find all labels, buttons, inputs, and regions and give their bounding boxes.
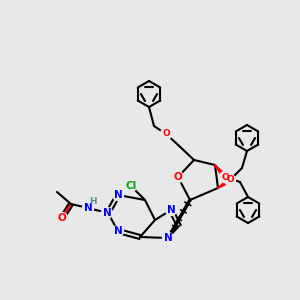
Text: N: N [114, 226, 122, 236]
Circle shape [160, 128, 172, 140]
Text: O: O [174, 172, 182, 182]
Circle shape [224, 175, 236, 185]
Text: H: H [89, 196, 97, 206]
Circle shape [101, 208, 112, 218]
Text: N: N [167, 205, 176, 215]
Circle shape [112, 190, 124, 200]
Text: Cl: Cl [125, 181, 136, 191]
Circle shape [125, 181, 136, 191]
Text: O: O [162, 130, 170, 139]
Text: N: N [114, 190, 122, 200]
Circle shape [172, 172, 184, 182]
Circle shape [220, 172, 230, 182]
Polygon shape [218, 178, 231, 188]
Text: O: O [226, 176, 234, 184]
Text: N: N [103, 208, 111, 218]
Text: O: O [58, 213, 66, 223]
Text: N: N [164, 233, 172, 243]
Circle shape [82, 202, 94, 214]
Text: N: N [84, 203, 92, 213]
Polygon shape [215, 165, 227, 178]
Circle shape [112, 226, 124, 236]
Text: O: O [221, 172, 229, 182]
Circle shape [166, 205, 176, 215]
Circle shape [163, 232, 173, 244]
Circle shape [56, 212, 68, 224]
